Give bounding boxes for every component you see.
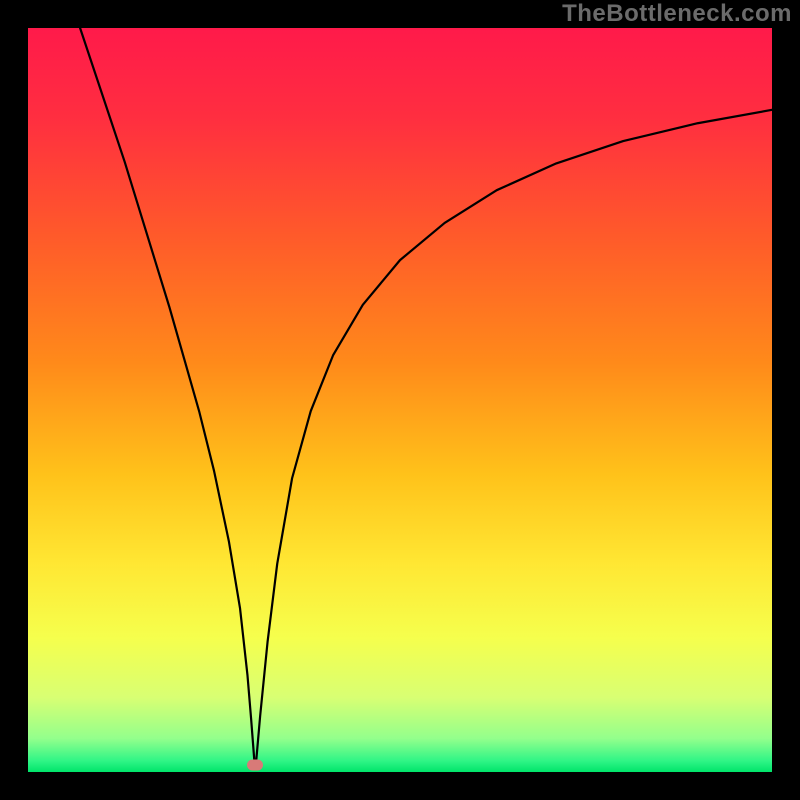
watermark-text: TheBottleneck.com (562, 0, 792, 28)
optimum-marker (247, 759, 263, 770)
plot-area (28, 28, 772, 772)
chart-stage: TheBottleneck.com (0, 0, 800, 800)
bottleneck-curve-path (80, 28, 772, 769)
bottleneck-curve-svg (28, 28, 772, 772)
